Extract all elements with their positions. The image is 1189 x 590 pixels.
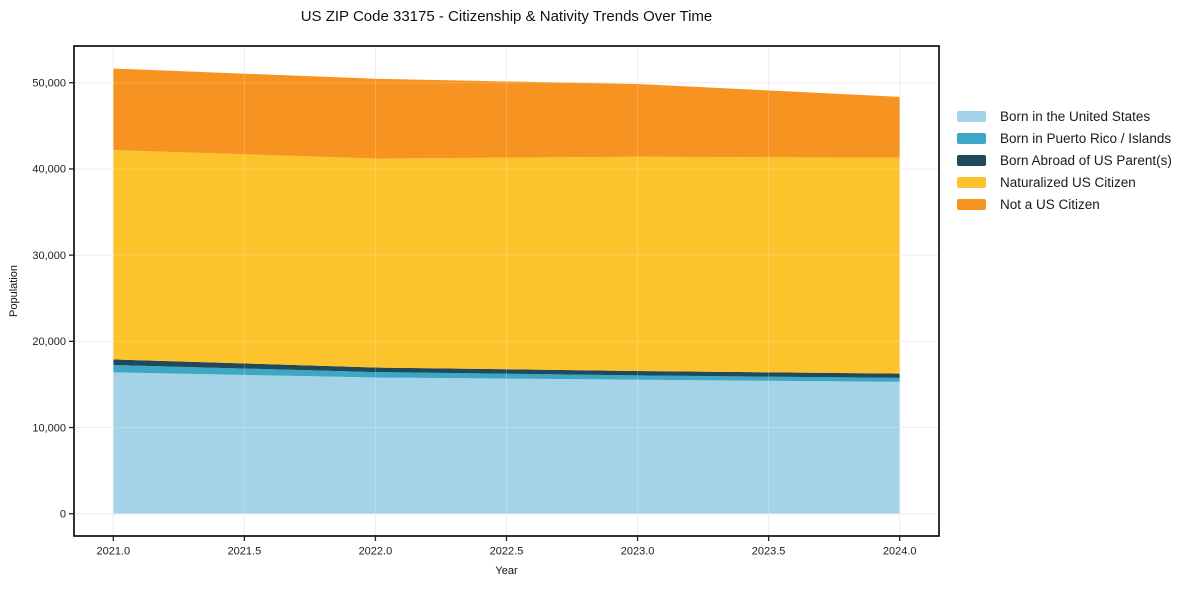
y-tick-label: 40,000 xyxy=(32,164,66,176)
area-series xyxy=(113,365,900,382)
x-tick-label: 2024.0 xyxy=(883,546,917,558)
y-tick-label: 30,000 xyxy=(32,250,66,262)
legend-item: Born in the United States xyxy=(957,108,1172,124)
legend: Born in the United States Born in Puerto … xyxy=(957,108,1172,218)
legend-item: Not a US Citizen xyxy=(957,196,1172,212)
legend-swatch xyxy=(957,154,986,166)
legend-item: Born Abroad of US Parent(s) xyxy=(957,152,1172,168)
legend-item-label: Born in the United States xyxy=(1000,108,1151,124)
legend-item: Born in Puerto Rico / Islands xyxy=(957,130,1172,146)
legend-item-label: Not a US Citizen xyxy=(1000,196,1100,212)
legend-swatch xyxy=(957,198,986,210)
legend-swatch xyxy=(957,132,986,144)
chart-title: US ZIP Code 33175 - Citizenship & Nativi… xyxy=(300,8,713,25)
legend-item: Naturalized US Citizen xyxy=(957,174,1172,190)
x-tick-label: 2021.5 xyxy=(228,546,262,558)
y-tick-label: 0 xyxy=(60,509,66,521)
area-series xyxy=(113,372,900,514)
y-tick-label: 20,000 xyxy=(32,336,66,348)
x-tick-label: 2023.0 xyxy=(621,546,655,558)
legend-swatch xyxy=(957,110,986,122)
x-axis-label: Year xyxy=(495,565,518,577)
area-series xyxy=(113,68,900,159)
x-tick-label: 2021.0 xyxy=(96,546,130,558)
x-tick-label: 2022.0 xyxy=(359,546,393,558)
y-tick-label: 50,000 xyxy=(32,78,66,90)
area-series xyxy=(113,359,900,378)
legend-item-label: Born in Puerto Rico / Islands xyxy=(1000,130,1172,146)
x-tick-label: 2022.5 xyxy=(490,546,524,558)
x-tick-label: 2023.5 xyxy=(752,546,786,558)
legend-item-label: Naturalized US Citizen xyxy=(1000,174,1136,190)
legend-item-label: Born Abroad of US Parent(s) xyxy=(1000,152,1172,168)
legend-swatch xyxy=(957,176,986,188)
y-tick-label: 10,000 xyxy=(32,422,66,434)
area-series xyxy=(113,150,900,374)
